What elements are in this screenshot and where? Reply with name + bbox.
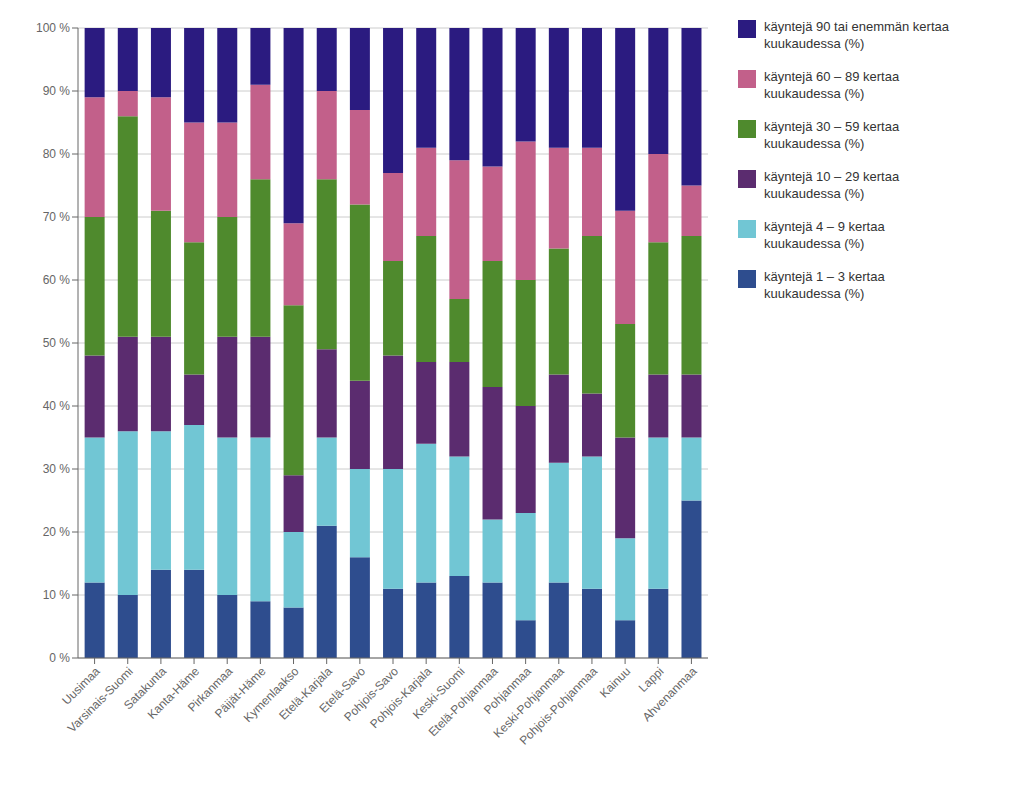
html-text:käyntejä 1 – 3 kertaa: käyntejä 1 – 3 kertaa — [764, 269, 885, 284]
svg-text:Pohjanmaa: Pohjanmaa — [480, 664, 534, 718]
html-text:käyntejä 90 tai enemmän kertaa: käyntejä 90 tai enemmän kertaa — [764, 19, 949, 34]
svg-text:Pohjois-Pohjanmaa: Pohjois-Pohjanmaa — [517, 664, 601, 748]
svg-text:Pirkanmaa: Pirkanmaa — [184, 664, 236, 715]
svg-text:20 %: 20 % — [43, 525, 71, 539]
svg-text:Varsinais-Suomi: Varsinais-Suomi — [64, 664, 136, 736]
svg-text:50 %: 50 % — [43, 336, 71, 350]
html-text:käyntejä 10 – 29 kertaa: käyntejä 10 – 29 kertaa — [764, 169, 900, 184]
svg-text:Kanta-Häme: Kanta-Häme — [144, 664, 203, 722]
svg-text:Kymenlaakso: Kymenlaakso — [240, 664, 302, 726]
svg-text:80 %: 80 % — [43, 147, 71, 161]
svg-text:Etelä-Karjala: Etelä-Karjala — [276, 664, 335, 723]
html-text:kuukaudessa (%): kuukaudessa (%) — [764, 286, 865, 301]
html-text:käyntejä 60 – 89 kertaa: käyntejä 60 – 89 kertaa — [764, 69, 900, 84]
svg-text:70 %: 70 % — [43, 210, 71, 224]
svg-text:Pohjois-Savo: Pohjois-Savo — [341, 664, 402, 725]
svg-text:Lappi: Lappi — [636, 664, 667, 695]
svg-text:Ahvenanmaa: Ahvenanmaa — [640, 664, 700, 724]
html-text:kuukaudessa (%): kuukaudessa (%) — [764, 186, 865, 201]
svg-text:30 %: 30 % — [43, 462, 71, 476]
svg-text:90 %: 90 % — [43, 84, 71, 98]
svg-text:Satakunta: Satakunta — [120, 664, 169, 713]
svg-text:Etelä-Savo: Etelä-Savo — [316, 664, 368, 716]
html-text:kuukaudessa (%): kuukaudessa (%) — [764, 36, 865, 51]
svg-text:100 %: 100 % — [36, 21, 70, 35]
html-text:kuukaudessa (%): kuukaudessa (%) — [764, 86, 865, 101]
svg-text:Etelä-Pohjanmaa: Etelä-Pohjanmaa — [425, 664, 501, 740]
html-text:käyntejä 30 – 59 kertaa: käyntejä 30 – 59 kertaa — [764, 119, 900, 134]
svg-text:40 %: 40 % — [43, 399, 71, 413]
svg-text:Pohjois-Karjala: Pohjois-Karjala — [367, 664, 435, 732]
svg-text:Päijät-Häme: Päijät-Häme — [211, 664, 269, 721]
html-text:käyntejä 4 – 9 kertaa: käyntejä 4 – 9 kertaa — [764, 219, 885, 234]
svg-text:10 %: 10 % — [43, 588, 71, 602]
svg-text:60 %: 60 % — [43, 273, 71, 287]
svg-text:Kainuu: Kainuu — [597, 664, 633, 700]
svg-text:Uusimaa: Uusimaa — [59, 664, 103, 708]
svg-text:Keski-Suomi: Keski-Suomi — [409, 664, 468, 722]
html-text:kuukaudessa (%): kuukaudessa (%) — [764, 236, 865, 251]
svg-text:0 %: 0 % — [49, 651, 70, 665]
svg-text:Keski-Pohjanmaa: Keski-Pohjanmaa — [490, 664, 567, 741]
html-text:kuukaudessa (%): kuukaudessa (%) — [764, 136, 865, 151]
